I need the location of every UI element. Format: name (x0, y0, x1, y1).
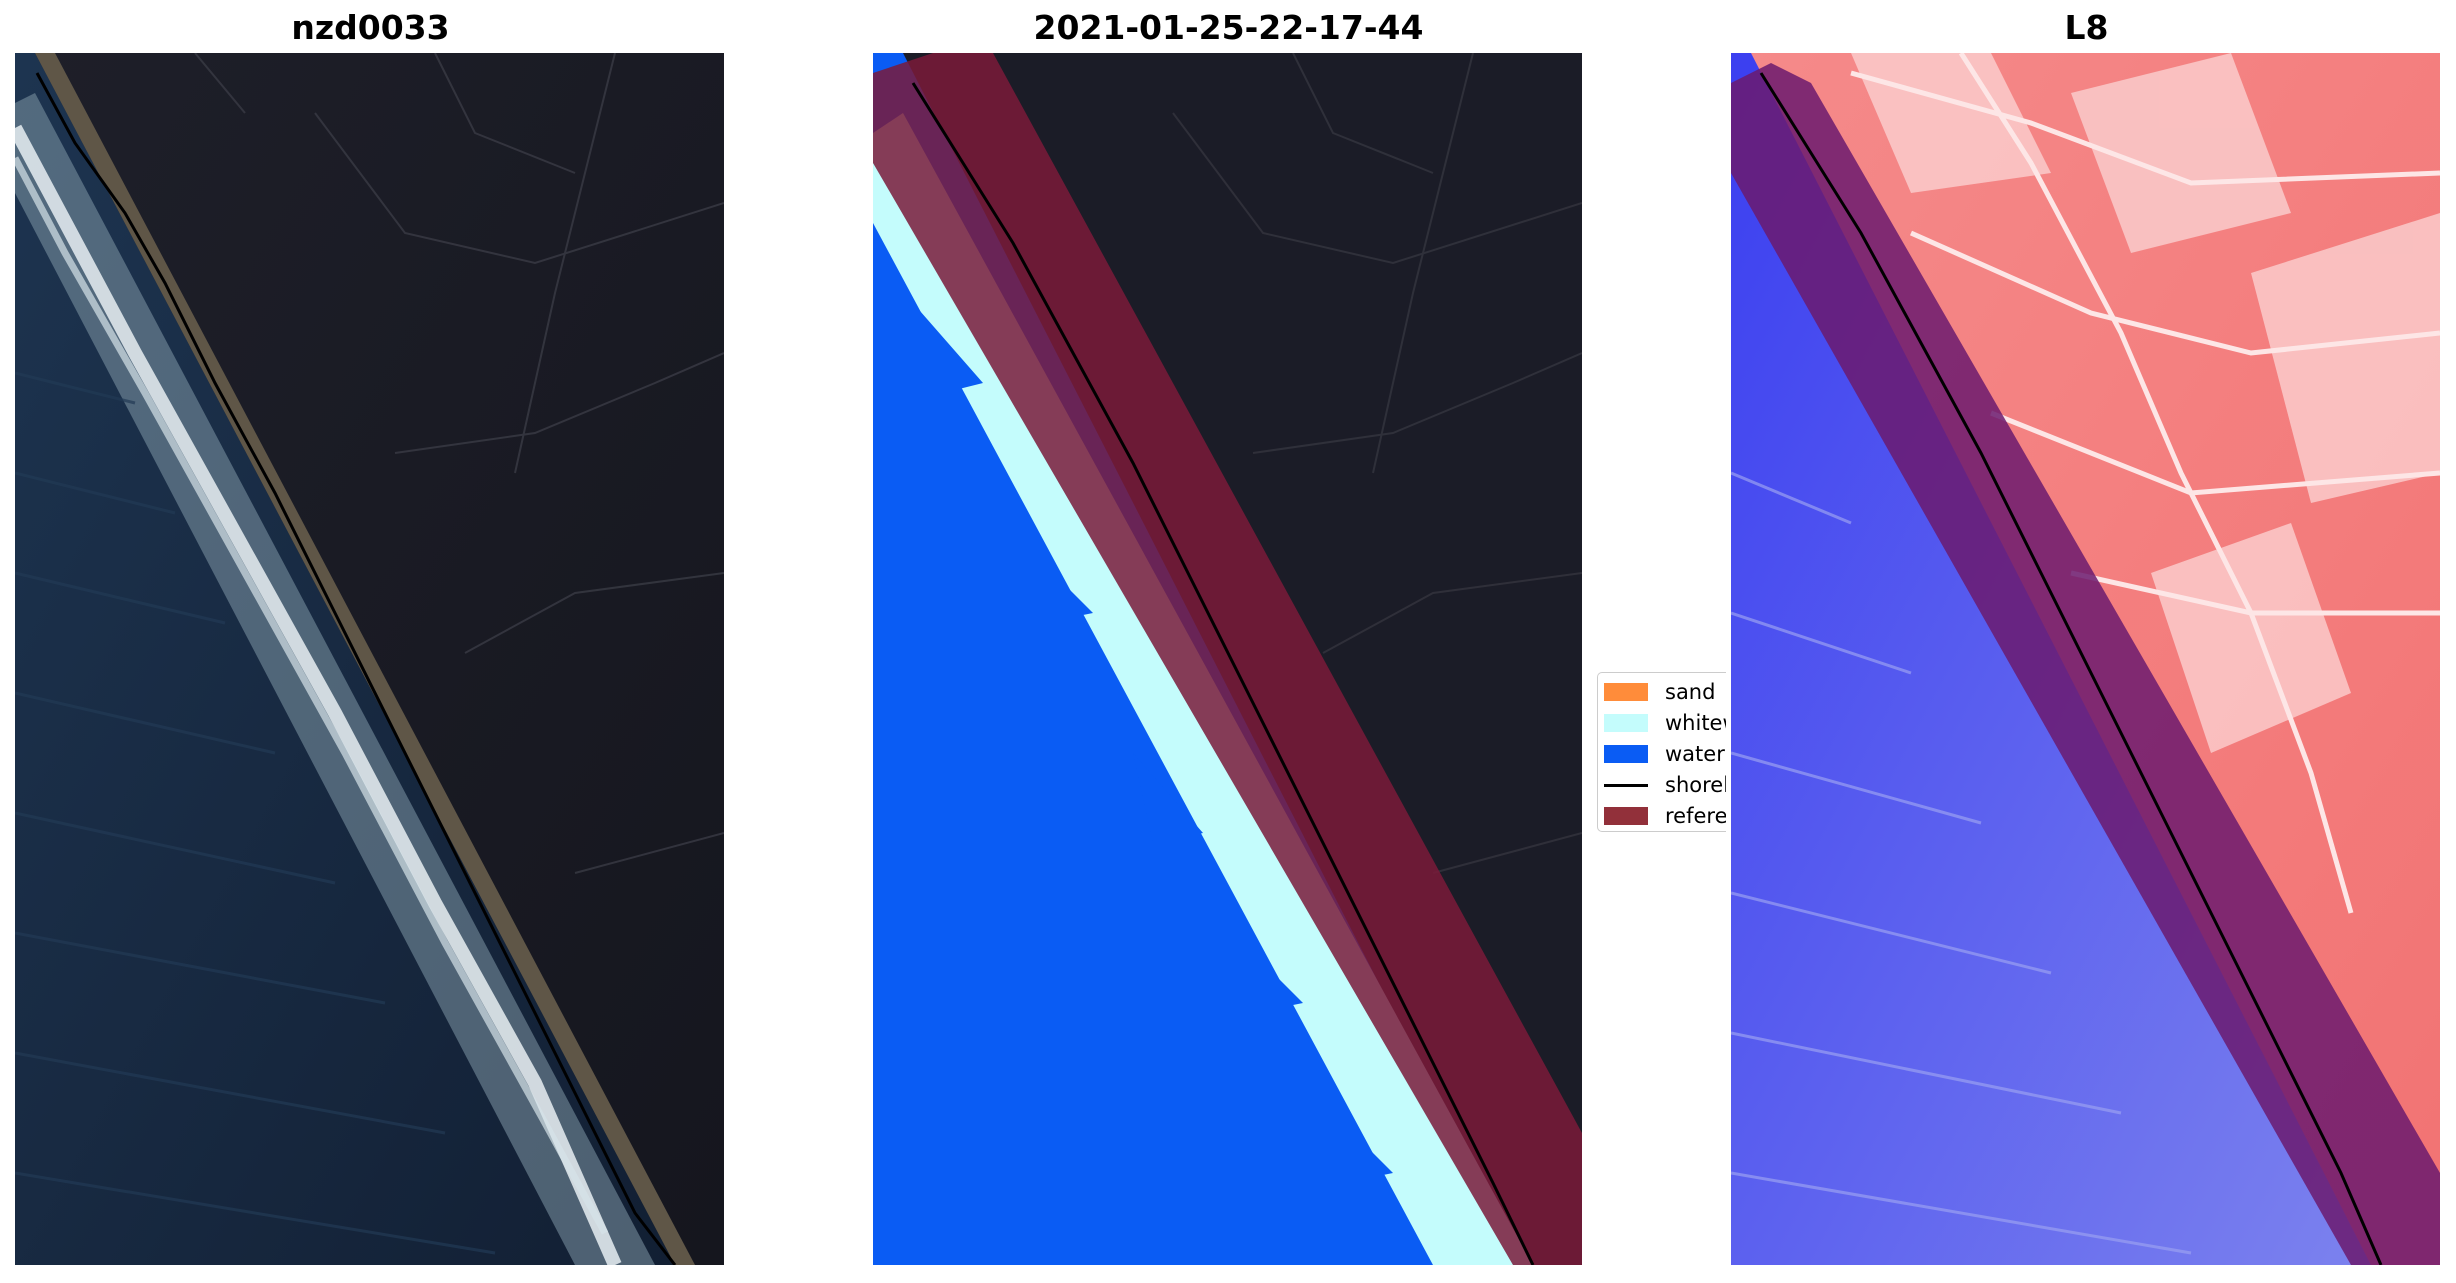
index-image (1731, 53, 2440, 1265)
panel-title-rgb: nzd0033 (291, 8, 450, 47)
panel-title-index: L8 (2064, 8, 2109, 47)
classified-image (873, 53, 1582, 1265)
rgb-image-panel (15, 53, 724, 1265)
shoreline (1759, 72, 2383, 1265)
legend-item-water: water (1604, 739, 1725, 769)
legend-label: shoreli (1665, 773, 1726, 797)
reference-swatch (1604, 807, 1648, 825)
surf-zone (15, 93, 655, 1265)
classified-image-panel (873, 53, 1582, 1265)
water-swatch (1604, 745, 1648, 763)
shoreline (35, 72, 677, 1265)
legend-label: sand (1665, 680, 1716, 704)
whitewater-swatch (1604, 714, 1648, 732)
shoreline (911, 82, 1535, 1265)
legend-label: water (1665, 742, 1725, 766)
shoreline-swatch (1604, 783, 1648, 787)
reference-buffer (873, 53, 1582, 1265)
rgb-image (15, 53, 724, 1265)
legend-item-reference: referen (1604, 801, 1726, 831)
legend-item-shoreline: shoreli (1604, 770, 1726, 800)
legend-label: referen (1665, 804, 1726, 828)
sand-swatch (1604, 683, 1648, 701)
panel-title-classified: 2021-01-25-22-17-44 (1033, 8, 1424, 47)
index-image-panel (1731, 53, 2440, 1265)
legend-item-sand: sand (1604, 677, 1715, 707)
